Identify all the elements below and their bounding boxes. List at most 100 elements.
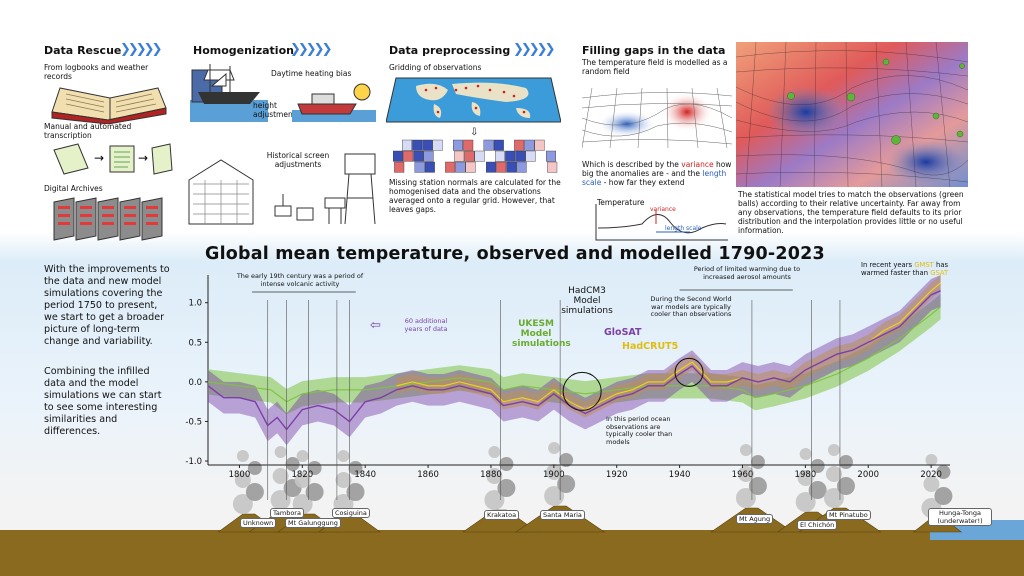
ash-cloud	[737, 466, 754, 482]
ash-cloud	[825, 466, 842, 482]
variance-word: variance	[681, 160, 714, 169]
model-caption: The statistical model tries to match the…	[738, 190, 964, 235]
ash-cloud	[827, 444, 840, 456]
ground	[0, 530, 1024, 576]
ash-cloud	[337, 450, 350, 462]
ash-cloud	[305, 483, 324, 501]
y-tick-label: -1.0	[185, 457, 202, 467]
ash-cloud	[559, 453, 574, 467]
recent-mid: has warmed faster than	[861, 261, 949, 277]
rescue-text-1: From logbooks and weather records	[44, 63, 149, 81]
panel-title-rescue: Data Rescue	[44, 44, 122, 57]
y-tick-label: 1.0	[188, 299, 202, 309]
panel-title-homog: Homogenization	[193, 44, 294, 57]
gaps-desc-mid: how big the anomalies are - and the	[582, 160, 732, 178]
grid-cell	[485, 161, 496, 173]
x-tick-label: 1880	[480, 470, 502, 480]
grid-cell	[525, 150, 536, 162]
x-tick-label: 1960	[732, 470, 754, 480]
ww2-circle	[674, 357, 704, 387]
chart-title: Global mean temperature, observed and mo…	[205, 244, 825, 264]
gaps-desc: Which is described by the variance how b…	[582, 160, 737, 187]
rescue-text-3: Digital Archives	[44, 184, 103, 193]
ash-cloud	[232, 494, 253, 514]
model-surface-icon	[736, 42, 968, 187]
x-tick-label: 2020	[920, 470, 942, 480]
preproc-caption: Missing station normals are calculated f…	[389, 178, 561, 214]
x-tick-label: 1840	[354, 470, 376, 480]
volcano-label: Mt Agung	[736, 514, 774, 524]
archives-icon	[53, 197, 163, 241]
grid-cell	[516, 161, 527, 173]
grid-cell	[445, 161, 456, 173]
transcription-icon: → →	[53, 143, 173, 175]
ash-cloud	[544, 486, 565, 506]
arrows-icon: ❯❯❯❯❯	[290, 42, 333, 57]
gaps-desc-pre: Which is described by the	[582, 160, 679, 169]
ash-cloud	[499, 457, 514, 471]
y-tick-label: 0.5	[188, 338, 202, 348]
y-tick-label: 0.0	[188, 378, 202, 388]
ash-cloud	[486, 468, 503, 484]
recent-pre: In recent years	[861, 261, 913, 269]
ash-cloud	[934, 487, 953, 505]
gmst-word: GMST	[914, 261, 934, 269]
hadcrut-label: HadCRUT5	[622, 341, 679, 352]
grid-cell	[403, 150, 414, 162]
grid-cell	[514, 139, 525, 151]
ocean-annotation: In this period ocean observations are ty…	[606, 415, 673, 446]
grid-cell	[392, 150, 404, 162]
grid-cell	[483, 139, 494, 151]
x-tick-label: 1820	[292, 470, 314, 480]
ash-cloud	[936, 465, 951, 479]
ash-cloud	[272, 468, 289, 484]
ash-cloud	[808, 481, 827, 499]
ash-cloud	[488, 446, 501, 458]
ash-cloud	[270, 490, 291, 510]
modern-ship-icon	[292, 83, 376, 122]
side-text-1: With the improvements to the data and ne…	[44, 264, 170, 347]
volcano-label: Mt Galunggung	[285, 518, 341, 528]
hadcm3-label: HadCM3 Model simulations	[561, 286, 613, 316]
volcano-landscape	[0, 442, 1024, 576]
volcano-label: Santa Maria	[540, 510, 585, 520]
grid-cell	[496, 161, 507, 173]
rescue-text-2: Manual and automated transcription	[44, 122, 132, 140]
x-tick-label: 1920	[606, 470, 628, 480]
grid-cell	[402, 139, 413, 151]
ash-cloud	[294, 472, 311, 488]
panel-title-preproc: Data preprocessing	[389, 44, 511, 57]
ash-cloud	[797, 470, 814, 486]
limited-warming-annotation: Period of limited warming due to increas…	[693, 265, 801, 281]
ash-cloud	[245, 483, 264, 501]
ash-cloud	[335, 472, 352, 488]
grid-cell	[474, 150, 485, 162]
x-tick-label: 2000	[857, 470, 879, 480]
variance-small-label: variance	[650, 206, 676, 213]
ash-cloud	[484, 490, 505, 510]
band-glosat	[208, 275, 941, 446]
grid-map-icon	[392, 139, 558, 173]
ash-cloud	[739, 444, 752, 456]
ash-cloud	[236, 450, 249, 462]
ash-cloud	[546, 464, 563, 480]
x-tick-label: 1800	[229, 470, 251, 480]
ship-icon	[190, 64, 268, 122]
recent-annotation: In recent years GMST has warmed faster t…	[861, 261, 951, 277]
ash-cloud	[925, 454, 938, 466]
ash-cloud	[799, 448, 812, 460]
svg-text:→: →	[138, 151, 148, 165]
grid-cell	[463, 139, 474, 151]
volcano-label: Mt Pinatubo	[826, 510, 871, 520]
grid-cell	[412, 139, 423, 151]
extra-years-annotation: 60 additional years of data	[404, 317, 448, 333]
band-ukesm	[208, 294, 941, 415]
length-scale-word: length scale	[582, 169, 727, 187]
ash-cloud	[795, 492, 816, 512]
ash-cloud	[346, 483, 365, 501]
grid-cell	[464, 150, 475, 162]
homog-screen: Historical screen adjustments	[266, 151, 330, 169]
volcano-label: Krakatoa	[484, 510, 520, 520]
ww2-annotation: During the Second World war models are t…	[650, 295, 732, 318]
